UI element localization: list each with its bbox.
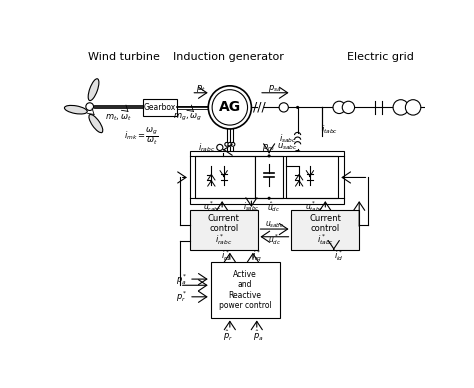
Circle shape [208,86,251,129]
Circle shape [267,197,271,200]
Circle shape [228,142,232,146]
Text: $i^*_{rd}$: $i^*_{rd}$ [221,249,231,263]
Circle shape [333,101,346,114]
Text: Current
control: Current control [208,214,240,233]
Text: $i_{mk} = \dfrac{\omega_g}{\omega_t}$: $i_{mk} = \dfrac{\omega_g}{\omega_t}$ [124,126,159,147]
Text: $p^*_r$: $p^*_r$ [176,289,188,304]
Text: AG: AG [219,100,241,114]
Circle shape [294,158,301,166]
Bar [190,151,344,204]
Text: $i^*_{id}$: $i^*_{id}$ [334,249,344,263]
Text: $p_t$: $p_t$ [196,83,206,94]
Circle shape [231,142,235,146]
Circle shape [405,100,421,115]
Text: $i_{sabc}$: $i_{sabc}$ [243,201,260,213]
Text: $\hat{u}_{dc}$: $\hat{u}_{dc}$ [267,200,280,214]
Text: $i^*_{rabc}$: $i^*_{rabc}$ [215,232,232,246]
Circle shape [212,90,247,125]
Ellipse shape [89,114,103,133]
Text: $m_t, \omega_t$: $m_t, \omega_t$ [105,112,131,123]
Circle shape [393,100,409,115]
Text: $p_m$: $p_m$ [262,142,274,153]
Text: $p^*_a$: $p^*_a$ [176,272,188,287]
Text: ///: /// [253,101,265,114]
Text: $u^*_{rabc}$: $u^*_{rabc}$ [203,199,221,214]
Bar [255,156,283,198]
Bar [292,210,359,250]
Text: $u^*_{tabc}$: $u^*_{tabc}$ [305,199,324,214]
Bar [210,262,280,318]
Text: $u_{sabc}$: $u_{sabc}$ [277,141,298,152]
Circle shape [86,103,93,111]
Text: Active
and
Reactive
power control: Active and Reactive power control [219,270,272,310]
Text: $i^*_{rq}$: $i^*_{rq}$ [252,248,262,264]
Text: $m_g, \omega_g$: $m_g, \omega_g$ [173,112,202,123]
Bar [143,99,177,116]
Text: $p_{sa}$: $p_{sa}$ [268,83,281,94]
Text: $i^*_{tabc}$: $i^*_{tabc}$ [317,232,334,246]
Circle shape [294,151,301,158]
Text: Current
control: Current control [310,214,341,233]
Text: $u^*_{dc}$: $u^*_{dc}$ [268,232,281,246]
Bar [190,210,257,250]
Text: $u_{sabc}$: $u_{sabc}$ [265,220,284,230]
Ellipse shape [64,106,87,114]
Circle shape [296,106,299,109]
Circle shape [217,144,223,151]
Text: $i_{tabc}$: $i_{tabc}$ [321,123,338,136]
Text: $\hat{p}_r$: $\hat{p}_r$ [223,329,233,343]
Text: Wind turbine: Wind turbine [88,52,160,62]
Circle shape [342,101,355,114]
Text: $i_{rabc}$: $i_{rabc}$ [198,141,215,154]
Text: $i_{sabc}$: $i_{sabc}$ [279,133,297,145]
Text: $\hat{p}_a$: $\hat{p}_a$ [253,329,264,343]
Bar [286,156,338,198]
Bar [195,156,255,198]
Ellipse shape [88,79,99,100]
Circle shape [225,142,228,146]
Circle shape [267,154,271,158]
Text: Induction generator: Induction generator [173,52,284,62]
Text: Electric grid: Electric grid [346,52,413,62]
Circle shape [279,103,288,112]
Text: Gearbox: Gearbox [144,103,176,112]
